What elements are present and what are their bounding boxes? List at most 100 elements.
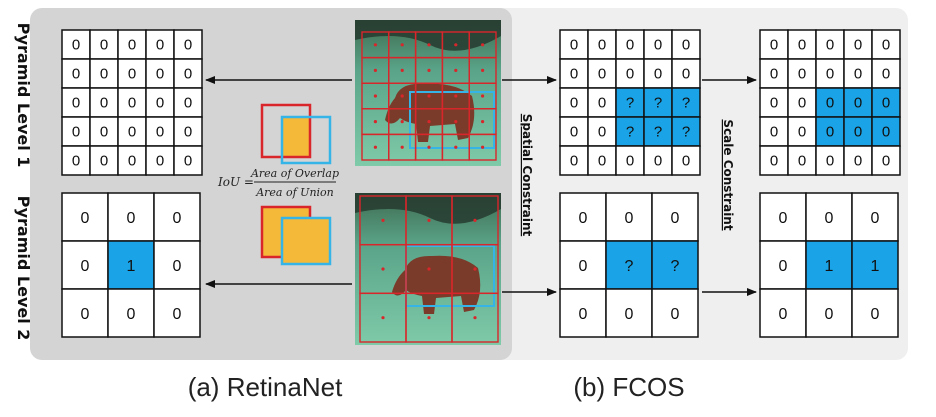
- grid-cell-value: 0: [81, 258, 90, 275]
- grid-cell: [117, 29, 147, 60]
- anchor-center: [400, 145, 404, 149]
- iou-gt-box-bottom: [280, 216, 332, 266]
- grid-cell-value: 0: [72, 66, 80, 83]
- grid-cell: [871, 116, 901, 147]
- grid-cell-value: 0: [770, 124, 778, 141]
- grid-cell-value: 0: [72, 95, 80, 112]
- grid-cell-value: 0: [854, 95, 862, 112]
- grid-cell-value: 0: [100, 66, 108, 83]
- anchor-center: [400, 120, 404, 124]
- grid-cell-value: 0: [570, 95, 578, 112]
- grid-cell-value: 0: [598, 124, 606, 141]
- anchor-center: [427, 218, 431, 222]
- grid-cell-value: ?: [682, 124, 690, 141]
- iou-overlap-fill-top: [282, 117, 310, 157]
- grid-cell: [145, 58, 175, 89]
- grid-cell: [559, 240, 607, 290]
- grid-cell-value: 0: [184, 66, 192, 83]
- grid-cell-value: 0: [100, 124, 108, 141]
- bison-body: [392, 255, 481, 314]
- grid-cell-value: 0: [654, 153, 662, 170]
- grid-cell-value: ?: [682, 95, 690, 112]
- grid-cell-value: 0: [156, 37, 164, 54]
- grid-cell-value: 0: [156, 95, 164, 112]
- grid-cell-value: 0: [779, 258, 788, 275]
- retinanet-level1-grid: 0 0 0 0 0 0 0 0 0 0 0 0 0 0 0 0 0 0 0 0 0 0 0 0 0: [61, 29, 203, 176]
- grid-cell: [153, 192, 201, 242]
- grid-cell-value: 1: [871, 258, 880, 275]
- grid-cell-value: ?: [626, 124, 634, 141]
- grid-cell-value: 0: [100, 37, 108, 54]
- grid-cell: [759, 192, 807, 242]
- anchor-center: [381, 316, 385, 320]
- grid-cell: [871, 58, 901, 89]
- anchor-grid-level2: [359, 195, 499, 343]
- grid-cell: [173, 145, 203, 176]
- anchor-center: [481, 145, 485, 149]
- grid-cell-value: 0: [798, 66, 806, 83]
- grid-cell-value: 0: [654, 37, 662, 54]
- grid-cell: [89, 87, 119, 118]
- anchor-center: [427, 68, 431, 72]
- grid-cell: [787, 29, 817, 60]
- grid-cell-value: 0: [72, 153, 80, 170]
- grid-cell: [605, 288, 653, 338]
- grid-cell: [587, 145, 617, 176]
- grid-cell-value: 0: [156, 124, 164, 141]
- input-image-level2: [355, 193, 501, 345]
- grid-cell-value: 0: [184, 124, 192, 141]
- caption-fcos: (b) FCOS: [573, 372, 684, 402]
- grid-cell-value: 0: [682, 153, 690, 170]
- grid-cell: [145, 116, 175, 147]
- grid-cell-value: 0: [128, 124, 136, 141]
- grid-cell-value: 0: [598, 66, 606, 83]
- anchor-center: [427, 267, 431, 271]
- grid-cell-value: 0: [579, 306, 588, 323]
- grid-cell-value: 0: [156, 153, 164, 170]
- pyramid-level-1-label: Pyramid Level 1: [14, 23, 33, 168]
- grid-cell-value: 1: [825, 258, 834, 275]
- anchor-center: [400, 68, 404, 72]
- grid-cell: [759, 288, 807, 338]
- anchor-center: [454, 43, 458, 47]
- grid-cell-value: 0: [826, 95, 834, 112]
- grid-cell: [61, 288, 109, 338]
- grid-cell-value: 0: [81, 306, 90, 323]
- anchor-center: [481, 43, 485, 47]
- anchor-center: [400, 94, 404, 98]
- grid-cell-value: 0: [127, 210, 136, 227]
- anchor-center: [427, 316, 431, 320]
- grid-cell-value: 0: [100, 153, 108, 170]
- spatial-constraint-label: Spatial Constraint: [520, 114, 534, 237]
- grid-cell: [759, 145, 789, 176]
- grid-cell: [643, 116, 673, 147]
- grid-cell-value: ?: [654, 124, 662, 141]
- anchor-center: [481, 120, 485, 124]
- grid-cell-value: 0: [779, 306, 788, 323]
- anchor-center: [427, 145, 431, 149]
- grid-cell-value: 0: [671, 306, 680, 323]
- grid-cell-value: 0: [882, 153, 890, 170]
- grid-cell: [759, 29, 789, 60]
- anchor-center: [381, 218, 385, 222]
- grid-cell-value: 0: [184, 95, 192, 112]
- iou-denominator: Area of Union: [255, 186, 334, 199]
- grid-cell-value: 0: [128, 95, 136, 112]
- grid-cell-value: ?: [626, 95, 634, 112]
- grid-cell-value: 0: [81, 210, 90, 227]
- grid-cell-value: 0: [770, 95, 778, 112]
- grid-cell: [851, 288, 899, 338]
- grid-cell-value: 0: [625, 210, 634, 227]
- grid-cell-value: 0: [671, 210, 680, 227]
- grid-cell: [61, 58, 91, 89]
- grid-cell-value: 0: [871, 210, 880, 227]
- grid-cell-value: 0: [882, 124, 890, 141]
- grid-cell-value: 0: [825, 306, 834, 323]
- iou-lhs: IoU =: [217, 175, 254, 189]
- anchor-center: [373, 145, 377, 149]
- grid-cell-value: 0: [798, 124, 806, 141]
- iou-gt-box-top: [280, 115, 332, 165]
- anchor-center: [427, 120, 431, 124]
- grid-cell: [89, 145, 119, 176]
